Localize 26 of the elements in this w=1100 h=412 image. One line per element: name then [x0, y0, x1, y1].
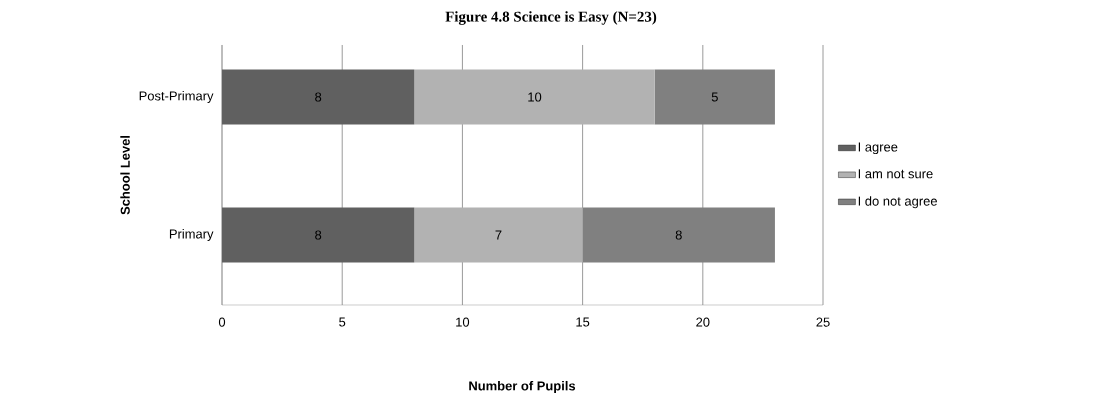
- bar: [654, 69, 775, 125]
- x-tick-label: 0: [218, 317, 226, 327]
- bar: [582, 207, 775, 263]
- y-tick-label: Post-Primary: [139, 90, 214, 104]
- legend-label: I am not sure: [858, 169, 933, 179]
- bar: [414, 69, 655, 125]
- data-label: 8: [315, 230, 322, 240]
- y-tick-label: Primary: [169, 228, 214, 242]
- data-label: 8: [675, 230, 682, 240]
- legend-label: I do not agree: [858, 196, 937, 209]
- x-tick-label: 10: [456, 317, 470, 327]
- legend-label: I agree: [858, 142, 898, 155]
- x-tick-label: 20: [696, 317, 710, 327]
- bar: [222, 69, 415, 125]
- y-axis-title: School Level: [120, 135, 130, 215]
- data-label: 5: [711, 92, 718, 102]
- bar: [414, 207, 583, 263]
- x-axis-title: Number of Pupils: [469, 380, 576, 394]
- x-tick-label: 15: [576, 317, 590, 327]
- data-label: 10: [528, 92, 542, 102]
- bar: [222, 207, 415, 263]
- x-tick-label: 5: [339, 317, 346, 327]
- data-label: 8: [315, 92, 322, 102]
- data-label: 7: [495, 230, 502, 240]
- chart-title: Figure 4.8 Science is Easy (N=23): [445, 11, 657, 25]
- x-tick-label: 25: [816, 317, 830, 327]
